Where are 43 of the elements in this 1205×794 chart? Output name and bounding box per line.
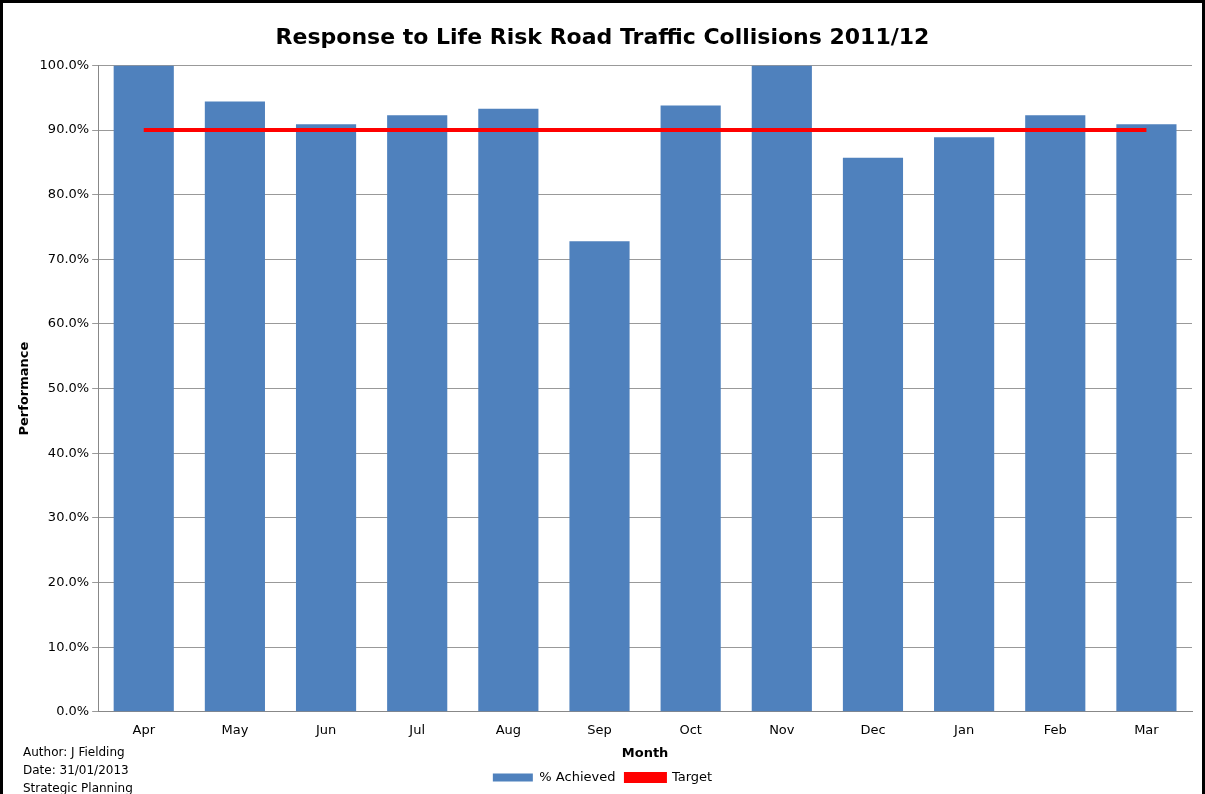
- x-tick-label: Jun: [314, 721, 337, 737]
- bar: [1116, 124, 1177, 712]
- y-tick-label: 50.0%: [47, 379, 90, 395]
- bar: [478, 108, 539, 712]
- bar: [842, 157, 904, 712]
- y-tick-label: 100.0%: [39, 56, 90, 72]
- y-tick-label: 0.0%: [56, 703, 90, 719]
- text: Date: 31/01/2013: [23, 762, 130, 779]
- x-tick-label: Apr: [132, 721, 156, 737]
- bar: [295, 124, 357, 712]
- y-tick-label: 90.0%: [47, 121, 90, 137]
- y-tick-label: 80.0%: [47, 186, 90, 202]
- legend-label: % Achieved: [539, 768, 616, 784]
- bar: [934, 137, 995, 712]
- x-tick-label: Jan: [953, 721, 975, 737]
- bar: [204, 101, 265, 712]
- bar: [1025, 115, 1086, 712]
- bar: [751, 65, 812, 712]
- chart-title: Response to Life Risk Road Traffic Collisions 2011/12: [275, 23, 930, 49]
- x-tick-label: Sep: [587, 721, 612, 737]
- x-tick-label: Oct: [679, 721, 702, 737]
- x-tick-label: Feb: [1043, 721, 1067, 737]
- y-tick-label: 30.0%: [47, 509, 90, 525]
- text: Strategic Planning: [23, 780, 133, 794]
- x-tick-label: Dec: [860, 721, 886, 737]
- x-tick-label: Aug: [495, 721, 522, 737]
- y-axis-title: Performance: [16, 341, 32, 436]
- text: Author: J Fielding: [23, 744, 126, 761]
- x-tick-label: Nov: [769, 721, 795, 737]
- bar: [660, 105, 721, 712]
- y-tick-label: 70.0%: [47, 250, 90, 266]
- legend-label: Target: [670, 768, 713, 784]
- bar: [387, 115, 448, 712]
- y-tick-label: 60.0%: [47, 315, 90, 331]
- y-tick-label: 40.0%: [47, 444, 90, 460]
- bar: [113, 65, 174, 712]
- x-tick-label: Jul: [408, 721, 426, 737]
- x-axis-title: Month: [621, 744, 669, 760]
- y-tick-label: 10.0%: [47, 638, 90, 654]
- bar: [569, 241, 630, 712]
- x-tick-label: Mar: [1134, 721, 1160, 737]
- y-tick-label: 20.0%: [47, 573, 90, 589]
- x-tick-label: May: [221, 721, 249, 737]
